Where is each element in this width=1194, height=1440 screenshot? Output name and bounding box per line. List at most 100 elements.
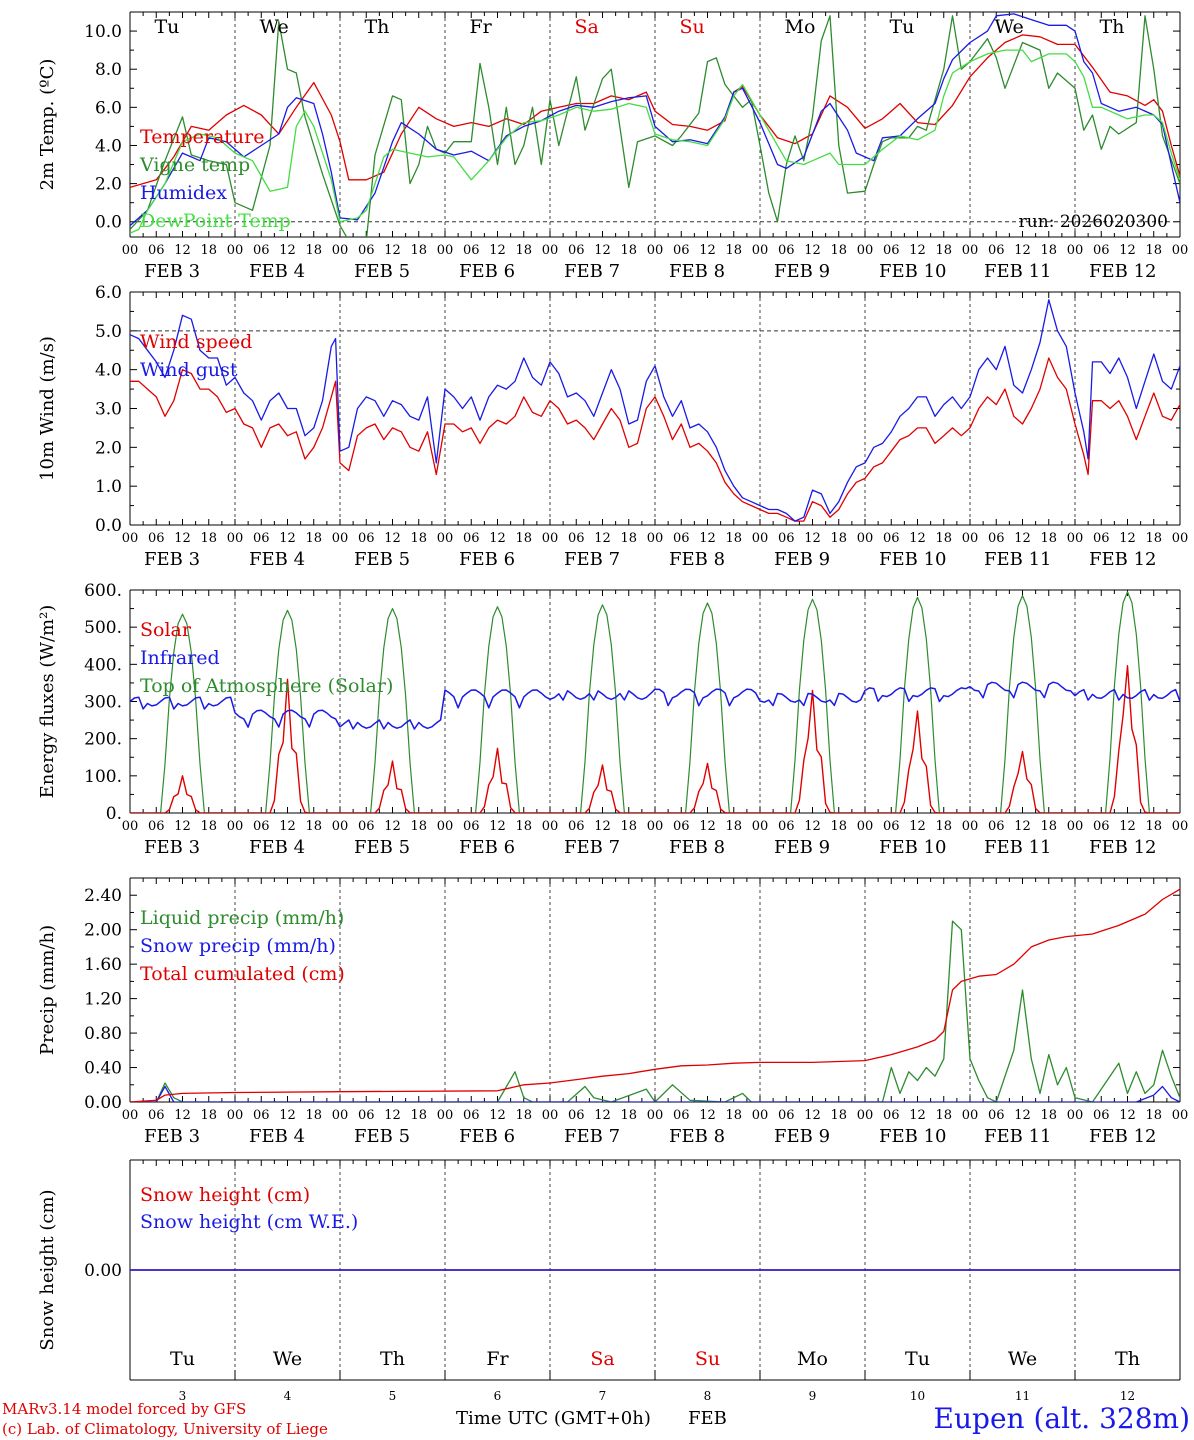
hour-label: 00 [227,243,244,258]
hour-label: 06 [988,819,1005,834]
hour-label: 12 [594,243,611,258]
hour-label: 06 [358,1108,375,1123]
hour-label: 00 [1172,819,1189,834]
hour-label: 00 [437,1108,454,1123]
hour-label: 18 [200,531,217,546]
hour-label: 12 [594,819,611,834]
hour-label: 06 [883,1108,900,1123]
hour-label: 06 [253,819,270,834]
hour-label: 12 [909,1108,926,1123]
day-number-label: 9 [809,1389,817,1403]
y-axis-label: Energy fluxes (W/m²) [37,605,58,799]
energy-series-group [130,591,1180,813]
hour-label: 00 [227,531,244,546]
hour-label: 06 [883,243,900,258]
weekday-label-bottom: Th [380,1348,405,1370]
y-tick-label: 100. [84,767,122,787]
hour-label: 18 [1040,243,1057,258]
hour-label: 12 [279,531,296,546]
hour-label: 12 [1119,1108,1136,1123]
legend-entry: Wind speed [140,331,252,353]
y-tick-label: 0.0 [95,516,122,536]
date-label: FEB 5 [354,837,410,858]
hour-label: 06 [778,531,795,546]
legend-entry: DewPoint Temp [140,210,291,232]
weekday-label-top: Tu [155,16,180,38]
hour-label: 18 [725,819,742,834]
hour-label: 12 [804,531,821,546]
hour-label: 00 [752,531,769,546]
hour-label: 12 [384,1108,401,1123]
date-label: FEB 6 [459,1126,515,1147]
infrared-line [130,681,1180,730]
weekday-label-bottom: We [1008,1348,1037,1370]
lab-credit: (c) Lab. of Climatology, University of L… [2,1420,328,1438]
hour-label: 18 [1040,531,1057,546]
hour-label: 06 [253,243,270,258]
text-layer: 0.0 2.0 4.0 6.0 8.0 10.0 2m Temp. (ºC) 00 06 12 18… [37,16,1188,1403]
hour-label: 06 [988,531,1005,546]
hour-label: 00 [332,1108,349,1123]
hour-label: 06 [358,243,375,258]
hour-label: 12 [174,531,191,546]
hour-label: 12 [909,531,926,546]
day-number-label: 3 [179,1389,187,1403]
legend-entry: Top of Atmosphere (Solar) [140,675,393,697]
run-label: run: 2026020300 [1019,212,1168,232]
hour-label: 12 [909,243,926,258]
y-tick-label: 1.60 [84,955,122,975]
date-label: FEB 3 [144,549,200,570]
hour-label: 12 [489,531,506,546]
weekday-label-bottom: Fr [486,1348,509,1370]
hour-label: 12 [699,1108,716,1123]
hour-label: 18 [410,1108,427,1123]
hour-label: 06 [568,243,585,258]
hour-label: 18 [1040,819,1057,834]
hour-label: 18 [1145,243,1162,258]
y-tick-label: 4.0 [95,361,122,381]
hour-label: 18 [515,531,532,546]
y-tick-label: 0.00 [84,1261,122,1281]
date-label: FEB 11 [984,837,1051,858]
hour-label: 00 [752,1108,769,1123]
precip-series-group [130,888,1180,1102]
hour-label: 18 [1040,1108,1057,1123]
hour-label: 06 [1093,819,1110,834]
y-tick-label: 0.40 [84,1059,122,1079]
model-credit: MARv3.14 model forced by GFS [2,1400,246,1418]
hour-label: 06 [148,243,165,258]
hour-label: 06 [568,1108,585,1123]
hour-label: 00 [647,819,664,834]
date-label: FEB 9 [774,261,830,282]
hour-label: 18 [410,819,427,834]
legend-entry: Vigne temp [139,154,250,176]
hour-label: 06 [673,531,690,546]
y-tick-label: 1.0 [95,477,122,497]
hour-label: 06 [778,1108,795,1123]
legend-entry: Humidex [140,182,227,204]
hour-label: 00 [332,819,349,834]
date-label: FEB 7 [564,261,620,282]
hour-label: 18 [410,531,427,546]
hour-label: 00 [332,531,349,546]
y-tick-label: 600. [84,581,122,601]
legend-entry: Liquid precip (mm/h) [140,907,344,929]
y-axis-label: Snow height (cm) [37,1189,58,1350]
date-label: FEB 3 [144,837,200,858]
hour-label: 18 [830,531,847,546]
hour-label: 00 [437,243,454,258]
hour-label: 18 [305,819,322,834]
date-label: FEB 4 [249,549,305,570]
hour-label: 00 [647,1108,664,1123]
temp-series-group [130,13,1180,237]
hour-label: 00 [857,1108,874,1123]
hour-label: 18 [1145,531,1162,546]
legend-entry: Wind gust [140,359,238,381]
day-number-label: 11 [1015,1389,1030,1403]
hour-label: 00 [122,531,139,546]
vigne-temp-line [130,15,1180,237]
hour-label: 18 [935,1108,952,1123]
hour-label: 12 [174,819,191,834]
hour-label: 18 [1145,1108,1162,1123]
date-label: FEB 10 [879,261,946,282]
